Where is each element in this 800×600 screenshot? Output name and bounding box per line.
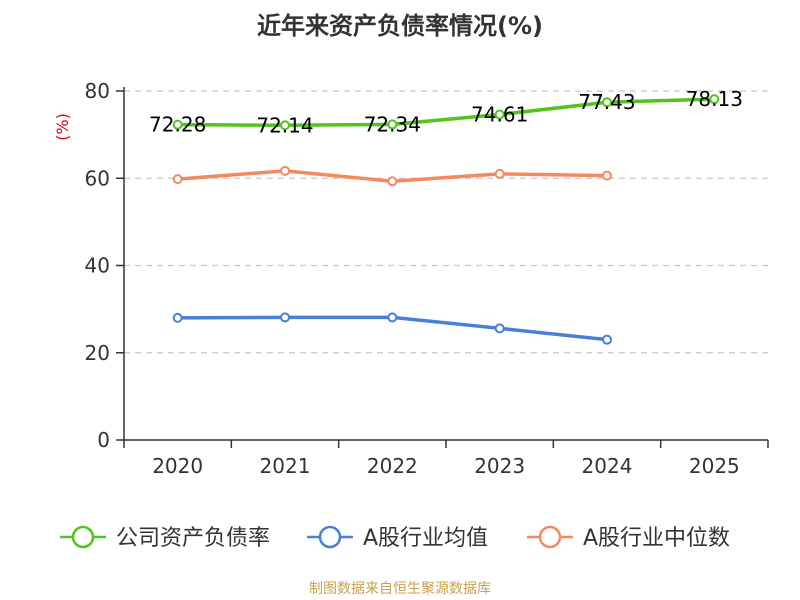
legend-item-1: A股行业均值 xyxy=(307,525,488,551)
legend-label: A股行业均值 xyxy=(363,526,488,551)
data-point xyxy=(602,97,612,108)
y-tick-label: 20 xyxy=(85,341,110,365)
series-line xyxy=(175,97,717,128)
data-point xyxy=(280,120,290,131)
data-point xyxy=(494,109,505,120)
series-0 xyxy=(172,94,720,131)
data-point xyxy=(387,176,398,187)
source-note: 制图数据来自恒生聚源数据库 xyxy=(309,581,491,597)
data-point xyxy=(280,312,290,323)
data-label: 77.43 xyxy=(578,90,635,114)
data-point xyxy=(602,334,612,345)
data-point xyxy=(494,168,505,179)
chart-title: 近年来资产负债率情况(%) xyxy=(257,12,543,40)
legend-label: 公司资产负债率 xyxy=(116,526,270,551)
y-tick-label: 60 xyxy=(85,166,110,190)
y-tick-label: 0 xyxy=(97,428,110,452)
data-label: 74.61 xyxy=(471,103,528,127)
x-tick-label: 2021 xyxy=(260,454,311,478)
legend-marker xyxy=(71,525,95,549)
data-point xyxy=(172,174,183,185)
data-label: 78.13 xyxy=(686,87,743,111)
series-1 xyxy=(172,312,612,345)
x-tick-label: 2022 xyxy=(367,454,418,478)
data-point xyxy=(172,119,183,130)
y-tick-label: 80 xyxy=(85,79,110,103)
series-2 xyxy=(172,165,612,187)
data-label: 72.14 xyxy=(256,113,313,137)
data-label: 72.28 xyxy=(149,113,206,137)
x-tick-label: 2020 xyxy=(152,454,203,478)
x-tick-label: 2024 xyxy=(582,454,633,478)
legend-marker xyxy=(538,525,562,549)
data-label: 72.34 xyxy=(364,112,421,136)
data-point xyxy=(602,170,612,181)
axes: 0 20 40 60 80 2020 2021 2022 2023 2024 2025 (%) xyxy=(53,79,769,478)
y-axis-label: (%) xyxy=(53,113,72,141)
data-point xyxy=(709,94,720,105)
x-tick-label: 2023 xyxy=(474,454,525,478)
x-tick-label: 2025 xyxy=(689,454,740,478)
series xyxy=(172,94,720,345)
data-point xyxy=(172,312,183,323)
data-point xyxy=(387,312,398,323)
data-labels: 72.28 72.14 72.34 74.61 77.43 78.13 xyxy=(149,87,743,137)
data-point xyxy=(494,323,505,334)
y-tick-label: 40 xyxy=(85,254,110,278)
data-point xyxy=(280,165,290,176)
legend-label: A股行业中位数 xyxy=(583,526,730,551)
legend-item-0: 公司资产负债率 xyxy=(60,525,270,551)
legend: 公司资产负债率 A股行业均值 A股行业中位数 xyxy=(60,525,730,551)
legend-marker xyxy=(318,525,342,549)
grid-lines xyxy=(124,90,768,354)
data-point xyxy=(387,119,398,130)
legend-item-2: A股行业中位数 xyxy=(527,525,730,551)
